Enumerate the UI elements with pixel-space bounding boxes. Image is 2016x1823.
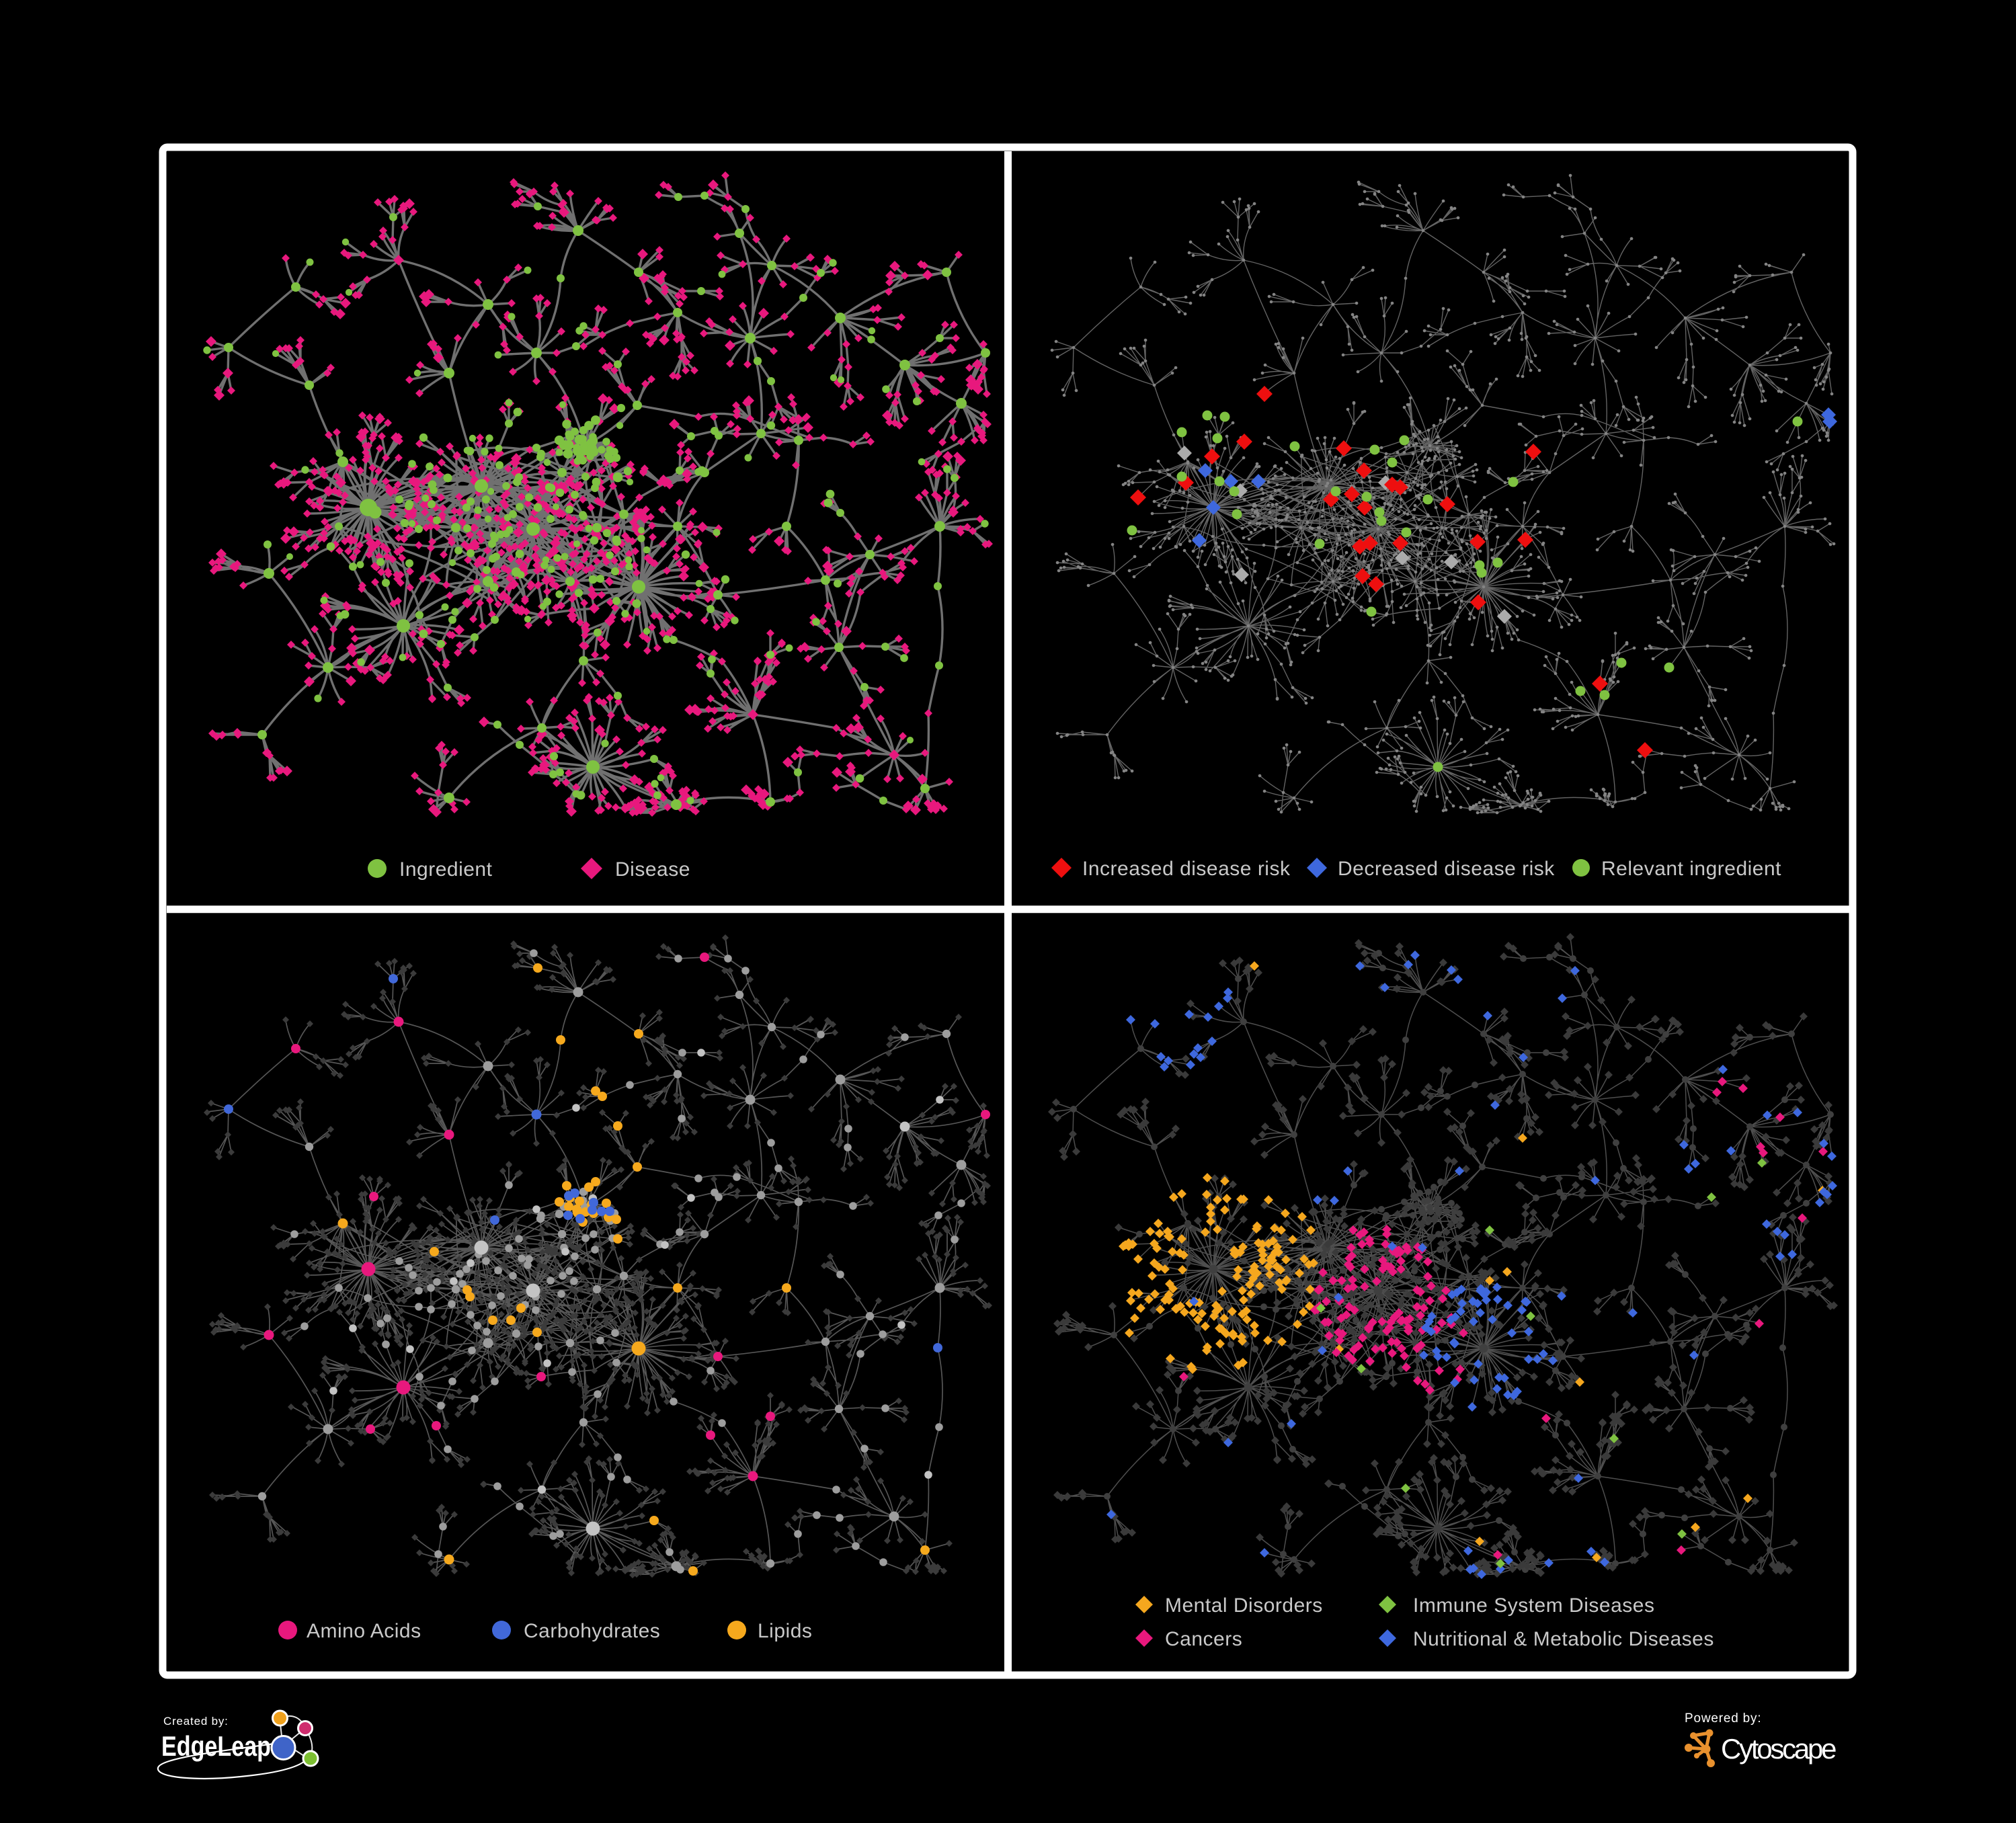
svg-text:Carbohydrates: Carbohydrates xyxy=(524,1620,660,1642)
svg-text:Created by:: Created by: xyxy=(163,1715,229,1728)
svg-text:Lipids: Lipids xyxy=(758,1620,812,1642)
svg-text:Amino Acids: Amino Acids xyxy=(307,1620,421,1642)
svg-text:Mental Disorders: Mental Disorders xyxy=(1165,1594,1323,1617)
svg-text:Ingredient: Ingredient xyxy=(399,858,493,881)
svg-text:Decreased disease risk: Decreased disease risk xyxy=(1338,858,1555,880)
svg-text:Nutritional & Metabolic Diseas: Nutritional & Metabolic Diseases xyxy=(1413,1628,1714,1650)
svg-text:Relevant ingredient: Relevant ingredient xyxy=(1601,858,1781,880)
svg-text:Increased disease risk: Increased disease risk xyxy=(1082,858,1291,880)
svg-text:Immune System Diseases: Immune System Diseases xyxy=(1413,1594,1654,1617)
svg-text:Disease: Disease xyxy=(615,858,690,881)
svg-text:Powered by:: Powered by: xyxy=(1685,1711,1761,1726)
svg-text:Cytoscape: Cytoscape xyxy=(1721,1733,1837,1765)
svg-text:Cancers: Cancers xyxy=(1165,1628,1242,1650)
